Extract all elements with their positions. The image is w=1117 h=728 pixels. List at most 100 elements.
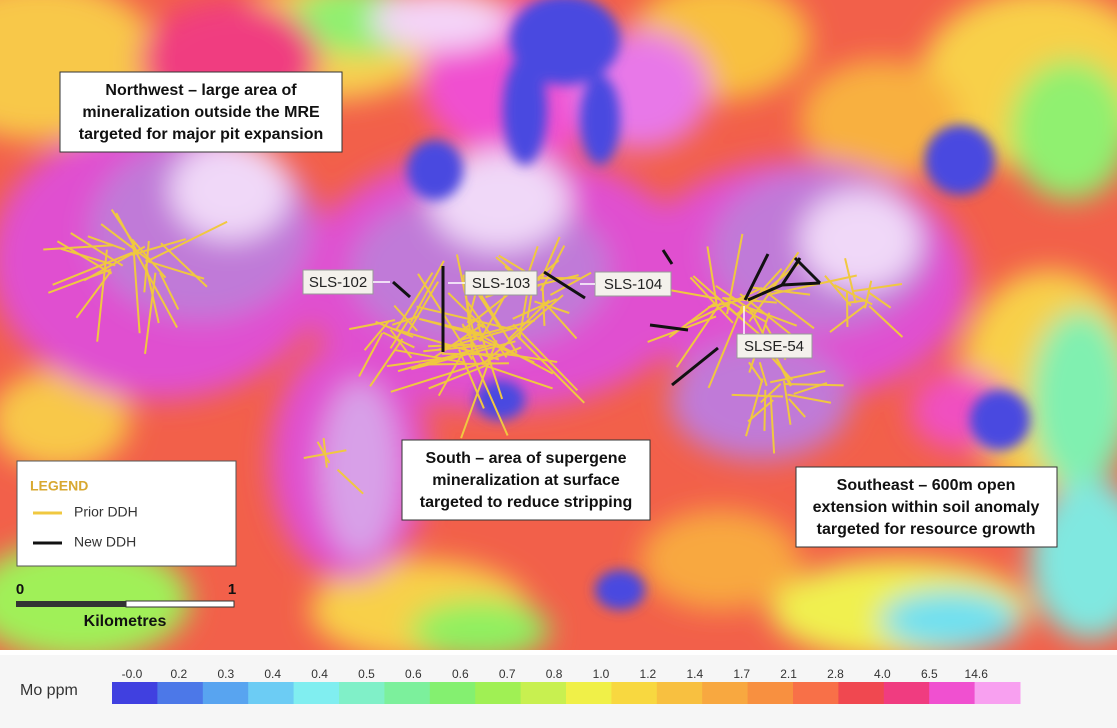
callout-line: extension within soil anomaly: [813, 499, 1040, 516]
callout-southeast: Southeast – 600m open extension within s…: [795, 466, 1058, 548]
prior-ddh: [747, 399, 774, 423]
prior-ddh: [540, 245, 566, 292]
prior-ddh: [868, 291, 892, 309]
colorbar-swatch: [112, 682, 158, 704]
colorbar-label: 0.5: [358, 667, 375, 681]
colorbar-swatch: [702, 682, 749, 704]
hole-label: SLS-102: [309, 274, 367, 291]
prior-ddh: [75, 270, 112, 319]
prior-ddh: [824, 275, 852, 307]
prior-ddh: [745, 378, 764, 437]
prior-ddh: [100, 223, 151, 262]
prior-ddh: [437, 355, 462, 397]
prior-ddh: [507, 299, 550, 341]
colorbar-swatch: [656, 682, 703, 704]
colorbar-swatch: [520, 682, 567, 704]
prior-ddh: [706, 246, 718, 306]
prior-ddh: [744, 305, 798, 327]
colorbar-label: 0.6: [405, 667, 422, 681]
hole-label: SLS-103: [472, 275, 530, 292]
scale-bar: 0 1 Kilometres: [16, 581, 236, 630]
label-arrows: [373, 281, 745, 334]
colorbar-swatch: [248, 682, 295, 704]
prior-ddh: [769, 395, 776, 454]
prior-ddh: [707, 305, 744, 389]
colorbar-swatch: [793, 682, 839, 704]
prior-ddh: [759, 286, 815, 330]
colorbar-swatch: [929, 682, 976, 704]
prior-ddh: [534, 300, 570, 314]
prior-ddh: [386, 355, 458, 368]
prior-ddh: [389, 329, 413, 359]
prior-ddh: [132, 244, 141, 334]
prior-ddh: [43, 244, 114, 251]
colorbar-swatch: [974, 682, 1021, 704]
prior-ddh: [542, 300, 578, 340]
colorbar-label: 0.3: [217, 667, 234, 681]
prior-ddh: [382, 331, 415, 349]
colorbar-swatch: [429, 682, 476, 704]
prior-ddh: [131, 238, 187, 256]
prior-ddh: [487, 365, 553, 390]
prior-ddh: [47, 268, 112, 294]
prior-ddh: [390, 362, 480, 393]
callout-line: Southeast – 600m open: [837, 477, 1016, 494]
prior-ddh: [783, 380, 792, 425]
prior-ddh: [358, 332, 384, 377]
new-ddh-traces: [392, 249, 822, 387]
colorbar-swatch: [747, 682, 794, 704]
prior-ddh: [847, 299, 868, 304]
prior-ddh: [675, 302, 722, 368]
prior-ddh: [395, 272, 434, 331]
colorbar-swatch: [384, 682, 431, 704]
colorbar-label: 0.4: [264, 667, 281, 681]
prior-ddh: [471, 355, 509, 436]
scale-label: 0: [16, 581, 24, 598]
prior-ddh: [148, 220, 228, 262]
hole-label: SLS-104: [604, 276, 662, 293]
prior-ddh: [423, 344, 484, 353]
prior-ddh: [787, 393, 832, 404]
prior-ddh: [518, 294, 528, 340]
prior-ddh: [731, 393, 784, 398]
prior-ddh: [758, 361, 768, 387]
prior-ddh: [726, 233, 744, 315]
prior-ddh: [389, 320, 409, 349]
colorbar-swatch: [202, 682, 249, 704]
prior-ddh: [478, 292, 508, 342]
prior-ddh: [428, 361, 494, 390]
prior-ddh: [393, 304, 418, 332]
callout-south: South – area of supergene mineralization…: [401, 439, 651, 521]
callout-line: targeted to reduce stripping: [420, 494, 632, 511]
prior-ddh: [115, 212, 140, 255]
prior-ddh: [159, 272, 180, 310]
prior-ddh: [441, 352, 516, 356]
colorbar-label: 14.6: [965, 667, 989, 681]
prior-ddh: [316, 441, 331, 464]
prior-ddh: [515, 333, 585, 404]
callout-line: mineralization outside the MRE: [82, 104, 320, 121]
prior-ddh: [692, 275, 744, 321]
prior-ddh: [793, 382, 828, 395]
colorbar-swatch: [611, 682, 658, 704]
colorbar-label: 1.4: [686, 667, 703, 681]
prior-ddh: [770, 370, 826, 384]
colorbar-label: -0.0: [122, 667, 143, 681]
prior-ddh: [447, 292, 485, 329]
legend: LEGEND Prior DDH New DDH: [16, 460, 237, 567]
prior-ddh: [406, 281, 440, 334]
callout-northwest: Northwest – large area of mineralization…: [59, 71, 343, 153]
scale-unit: Kilometres: [84, 613, 167, 630]
colorbar-label: 2.1: [780, 667, 797, 681]
colorbar-label: 2.8: [827, 667, 844, 681]
prior-ddh: [512, 298, 558, 320]
prior-ddh: [420, 318, 480, 337]
colorbar-label: 0.6: [452, 667, 469, 681]
callout-line: targeted for major pit expansion: [79, 126, 323, 143]
colorbar-swatch: [157, 682, 204, 704]
colorbar-label: 1.2: [640, 667, 657, 681]
scale-label: 1: [228, 581, 236, 598]
prior-ddh: [418, 362, 509, 366]
colorbar-label: 0.4: [311, 667, 328, 681]
